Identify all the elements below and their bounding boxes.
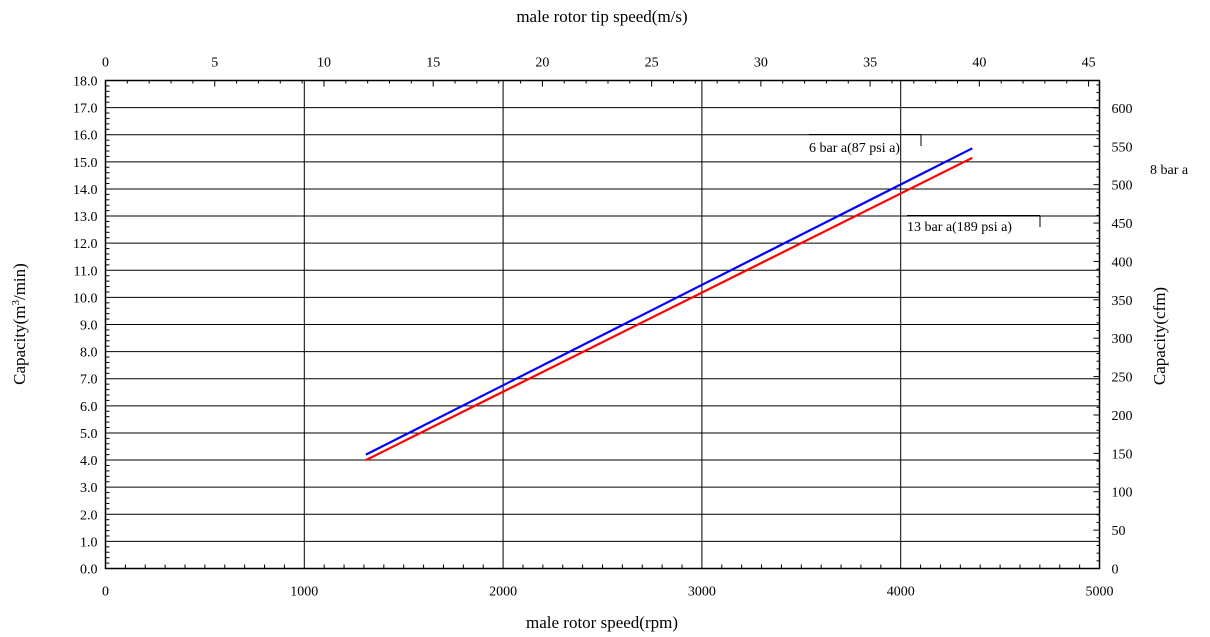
grid: [105, 80, 1100, 569]
y2-tick-label: 500: [1112, 179, 1133, 194]
bottom-axis-title: male rotor speed(rpm): [526, 613, 678, 632]
annotation-13-bar: 13 bar a(189 psi a): [907, 220, 1012, 235]
y2-tick-label: 100: [1112, 486, 1133, 501]
y2-tick-label: 400: [1112, 255, 1133, 270]
series-line-0: [365, 147, 973, 456]
y-tick-label: 16.0: [73, 129, 98, 144]
x-tick-label: 2000: [489, 585, 517, 600]
annotation-8-bar: 8 bar a: [1150, 163, 1189, 178]
y-tick-label: 12.0: [73, 237, 98, 252]
plot-frame: [104, 79, 1101, 570]
y-tick-label: 4.0: [80, 454, 98, 469]
x-tick-label: 4000: [887, 585, 915, 600]
x2-tick-label: 30: [754, 56, 768, 71]
x2-tick-label: 0: [102, 56, 109, 71]
y2-tick-label: 550: [1112, 140, 1133, 155]
y-tick-label: 1.0: [80, 535, 98, 550]
y-tick-label: 8.0: [80, 346, 98, 361]
y-tick-label: 6.0: [80, 400, 98, 415]
y-tick-label: 11.0: [74, 264, 98, 279]
x2-tick-label: 20: [535, 56, 549, 71]
y2-tick-label: 250: [1112, 371, 1133, 386]
y-tick-label: 18.0: [73, 75, 98, 90]
left-axis-title-superscript: 3: [10, 300, 22, 306]
x2-tick-label: 10: [317, 56, 331, 71]
x2-tick-label: 25: [645, 56, 659, 71]
y-tick-label: 15.0: [73, 156, 98, 171]
y2-tick-label: 50: [1112, 524, 1126, 539]
y-tick-label: 10.0: [73, 291, 98, 306]
right-axis-title: Capacity(cfm): [1150, 287, 1169, 385]
y2-tick-label: 450: [1112, 217, 1133, 232]
y2-tick-label: 350: [1112, 294, 1133, 309]
y-tick-label: 2.0: [80, 508, 98, 523]
y-tick-label: 7.0: [80, 373, 98, 388]
series-layer: [365, 147, 973, 462]
y2-tick-label: 200: [1112, 409, 1133, 424]
x-tick-label: 0: [102, 585, 109, 600]
left-axis-title-tail: /min): [10, 263, 29, 300]
y2-tick-label: 300: [1112, 332, 1133, 347]
x2-tick-label: 45: [1082, 56, 1096, 71]
tick-labels: 0.0 1.0 2.0 3.0 4.0 5.0 6.0 7.0 8.0 9.0 10.0 11.0 12…: [73, 56, 1133, 600]
y2-tick-label: 600: [1112, 102, 1133, 117]
x2-tick-label: 35: [863, 56, 877, 71]
left-axis-title: Capacity(m3/min): [10, 263, 29, 385]
x-tick-label: 3000: [688, 585, 716, 600]
x2-tick-label: 5: [211, 56, 218, 71]
y-tick-label: 17.0: [73, 102, 98, 117]
top-axis-title: male rotor tip speed(m/s): [516, 7, 687, 26]
annotations: 6 bar a(87 psi a) 8 bar a 13 bar a(189 p…: [809, 134, 1189, 235]
y-tick-label: 9.0: [80, 319, 98, 334]
y-tick-label: 3.0: [80, 481, 98, 496]
y-tick-label: 14.0: [73, 183, 98, 198]
left-axis-title-main: Capacity(m: [10, 306, 29, 385]
series-line-1: [365, 156, 973, 462]
annotation-6-bar: 6 bar a(87 psi a): [809, 141, 900, 156]
y2-tick-label: 150: [1112, 447, 1133, 462]
x2-tick-label: 15: [426, 56, 440, 71]
y2-tick-label: 0: [1112, 563, 1119, 578]
y-tick-label: 0.0: [80, 563, 98, 578]
y-tick-label: 13.0: [73, 210, 98, 225]
x-tick-label: 1000: [290, 585, 318, 600]
y-tick-label: 5.0: [80, 427, 98, 442]
x2-tick-label: 40: [972, 56, 986, 71]
x-tick-label: 5000: [1086, 585, 1114, 600]
